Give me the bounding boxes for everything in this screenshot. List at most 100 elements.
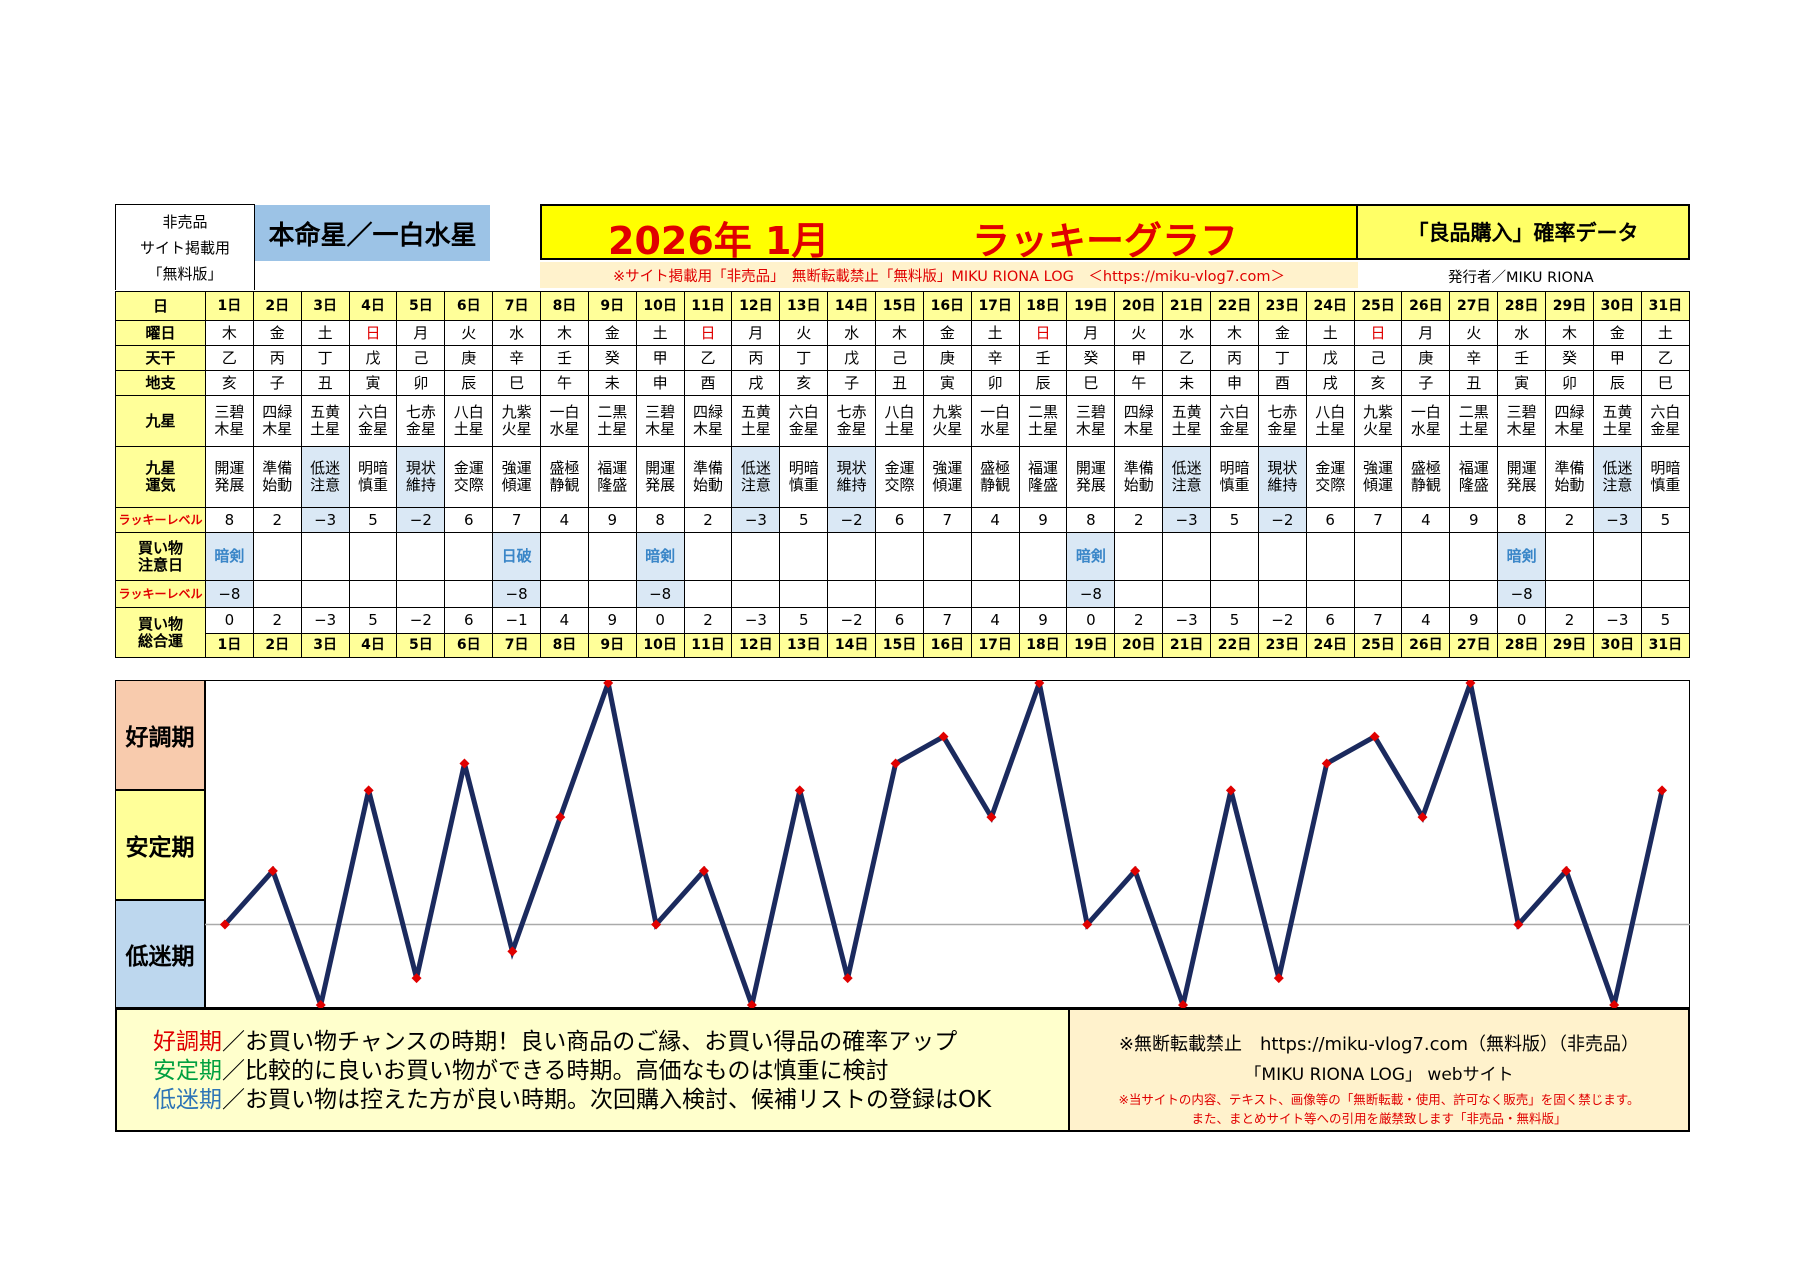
chishi-cell: 未: [587, 370, 637, 396]
kyusei-cell: 二黒 土星: [587, 395, 637, 447]
total-cell: 0: [1497, 607, 1547, 634]
unki-cell-line: 維持: [1267, 476, 1298, 494]
total-cell: 6: [875, 607, 924, 634]
day-cell-bottom: 2日: [252, 633, 302, 658]
caution-level-cell: [1353, 580, 1403, 608]
series-line: [223, 680, 1665, 1008]
total-cell: −3: [300, 607, 350, 634]
caution-level-cell: [1114, 580, 1164, 608]
kyusei-cell-line: 八白: [884, 403, 915, 421]
lucky-level-cell: 8: [205, 507, 254, 533]
caution-level-cell: [827, 580, 877, 608]
total-cell: −3: [1592, 607, 1642, 634]
unki-cell-line: 発展: [1075, 476, 1106, 494]
row-label-kyusei: 九星: [115, 395, 206, 447]
day-cell: 21日: [1162, 291, 1212, 321]
tenkan-cell: 庚: [444, 345, 494, 371]
lucky-level-cell: 5: [1210, 507, 1259, 533]
caution-cell: [922, 532, 972, 581]
note-line-3: 「無料版」: [147, 264, 223, 283]
chart-frame: [205, 680, 1690, 1008]
day-cell: 19日: [1066, 291, 1116, 321]
data-point: [746, 1000, 757, 1008]
kyusei-cell: 六白 金星: [348, 395, 398, 447]
day-cell-bottom: 20日: [1114, 633, 1164, 658]
row-label-weekday-text: 曜日: [145, 323, 176, 342]
kyusei-cell-line: 二黒: [1028, 403, 1059, 421]
lucky-level-cell: 5: [779, 507, 829, 533]
unki-cell-line: 開運: [1075, 459, 1106, 477]
tenkan-cell: 癸: [1066, 345, 1116, 371]
lucky-level-cell: 8: [635, 507, 685, 533]
unki-cell-line: 金運: [884, 459, 915, 477]
data-point: [986, 812, 997, 823]
total-cell: 5: [1640, 607, 1691, 634]
lucky-line-chart: [205, 680, 1690, 1008]
kyusei-cell-line: 土星: [1171, 420, 1202, 438]
caution-level-cell: −8: [1497, 580, 1547, 608]
total-cell: 7: [922, 607, 972, 634]
day-cell-bottom: 5日: [396, 633, 446, 658]
chishi-cell: 寅: [348, 370, 398, 396]
weekday-cell: 木: [1545, 320, 1594, 346]
day-cell-bottom: 30日: [1592, 633, 1642, 658]
kyusei-cell: 八白 土星: [1305, 395, 1355, 447]
lucky-level-cell: 2: [1114, 507, 1164, 533]
chishi-cell: 巳: [492, 370, 542, 396]
caution-cell: 日破: [492, 532, 542, 581]
day-cell: 9日: [587, 291, 637, 321]
total-cell: 5: [1210, 607, 1259, 634]
unki-cell-line: 注意: [1602, 476, 1633, 494]
day-cell: 20日: [1114, 291, 1164, 321]
kyusei-cell-line: 水星: [980, 420, 1011, 438]
caution-cell: [683, 532, 733, 581]
unki-cell: 福運 隆盛: [1449, 446, 1499, 508]
unki-cell-line: 福運: [1458, 459, 1489, 477]
phase-stable: 安定期: [115, 790, 205, 900]
tenkan-cell: 丁: [779, 345, 829, 371]
day-cell-bottom: 23日: [1257, 633, 1307, 658]
unki-cell-line: 福運: [1028, 459, 1059, 477]
right-title: 「良品購入」確率データ: [1356, 204, 1690, 260]
data-point: [1178, 1000, 1189, 1008]
tenkan-cell: 辛: [970, 345, 1020, 371]
weekday-cell: 木: [540, 320, 589, 346]
weekday-cell: 土: [300, 320, 350, 346]
day-cell: 8日: [540, 291, 589, 321]
kyusei-cell-line: 五黄: [1602, 403, 1633, 421]
tenkan-cell: 乙: [683, 345, 733, 371]
day-cell: 29日: [1545, 291, 1594, 321]
legend-stable-text: ／比較的に良いお買い物ができる時期。高価なものは慎重に検討: [222, 1058, 889, 1084]
day-cell: 24日: [1305, 291, 1355, 321]
total-cell: 2: [252, 607, 302, 634]
unki-cell: 開運 発展: [1066, 446, 1116, 508]
weekday-cell: 月: [731, 320, 781, 346]
data-point: [603, 680, 614, 688]
caution-cell: [1018, 532, 1068, 581]
tenkan-cell: 甲: [1592, 345, 1642, 371]
footer-right-box: ※無断転載禁止 https://miku-vlog7.com（無料版）（非売品）…: [1068, 1008, 1690, 1132]
chishi-cell: 子: [1401, 370, 1451, 396]
kyusei-cell: 八白 土星: [875, 395, 924, 447]
total-cell: 2: [1545, 607, 1594, 634]
day-cell: 4日: [348, 291, 398, 321]
unki-cell-line: 傾運: [501, 476, 532, 494]
day-cell-bottom: 13日: [779, 633, 829, 658]
kyusei-cell: 二黒 土星: [1018, 395, 1068, 447]
unki-cell-line: 盛極: [549, 459, 580, 477]
kyusei-cell-line: 水星: [549, 420, 580, 438]
unki-cell-line: 注意: [310, 476, 341, 494]
tenkan-cell: 乙: [1640, 345, 1691, 371]
chishi-cell: 申: [635, 370, 685, 396]
row-label-day-text: 日: [152, 296, 168, 315]
chishi-cell: 寅: [922, 370, 972, 396]
tenkan-cell: 癸: [587, 345, 637, 371]
caution-cell: [444, 532, 494, 581]
unki-cell: 明暗 慎重: [348, 446, 398, 508]
tenkan-cell: 丙: [731, 345, 781, 371]
unki-cell-line: 隆盛: [597, 476, 628, 494]
unki-cell-line: 静観: [1410, 476, 1441, 494]
day-cell: 27日: [1449, 291, 1499, 321]
day-cell: 10日: [635, 291, 685, 321]
day-cell-bottom: 10日: [635, 633, 685, 658]
